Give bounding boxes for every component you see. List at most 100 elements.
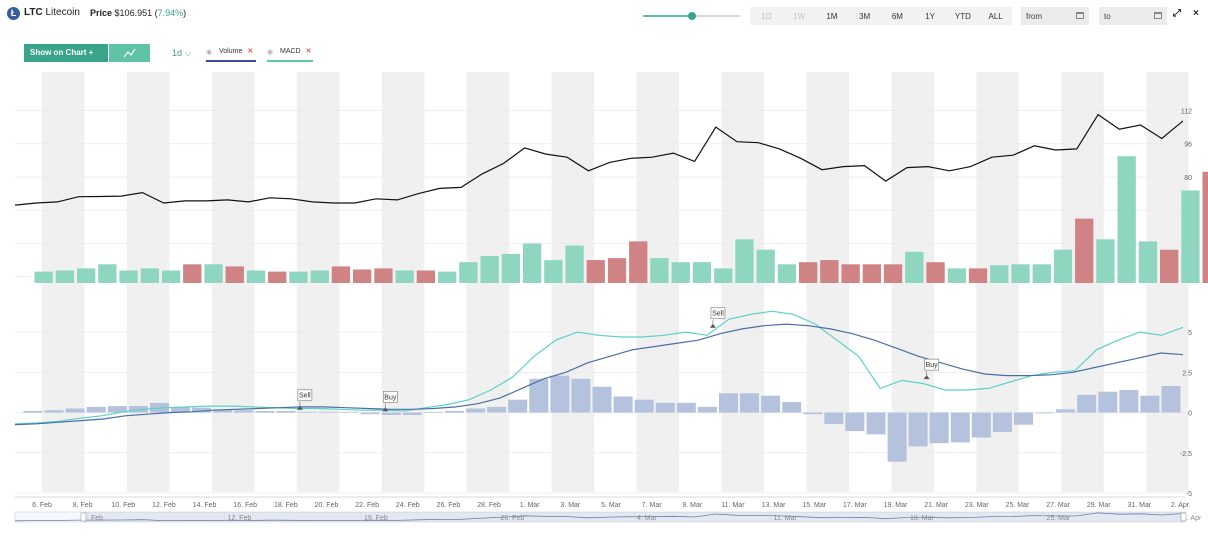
x-axis-label: 24. Feb <box>396 502 420 509</box>
flag-marker-icon <box>382 407 389 412</box>
volume-bar <box>119 270 138 283</box>
volume-bar <box>480 256 499 283</box>
volume-bar <box>586 260 605 283</box>
histogram-bar <box>1077 394 1097 413</box>
volume-bar <box>459 262 478 283</box>
range-button-1d[interactable]: 1D <box>761 11 772 21</box>
price-label: Price <box>90 8 113 18</box>
x-axis-label: 26. Feb <box>437 502 461 509</box>
price-display: Price $106.951 (7.94%) <box>90 8 187 18</box>
remove-indicator-icon[interactable]: ✕ <box>247 48 254 55</box>
x-axis-label: 31. Mar <box>1127 502 1151 509</box>
x-axis-label: 22. Feb <box>355 502 379 509</box>
volume-bar <box>140 268 159 283</box>
navigator-label: 4. Mar <box>637 515 658 522</box>
fullscreen-icon[interactable]: ⤢ <box>1173 8 1181 19</box>
volume-bar <box>565 245 584 283</box>
flag-box <box>382 390 398 403</box>
histogram-bar <box>550 375 570 413</box>
price-axis-label: 80 <box>1184 175 1192 182</box>
histogram-bar <box>1098 391 1118 413</box>
histogram-bar <box>866 412 886 435</box>
volume-bar <box>225 266 244 283</box>
volume-bar <box>862 264 881 283</box>
x-axis-label: 7. Mar <box>642 502 663 509</box>
eye-icon[interactable]: ◉ <box>267 49 274 56</box>
volume-bar <box>799 262 818 283</box>
range-button-1w[interactable]: 1W <box>793 11 806 21</box>
histogram-bar <box>213 409 233 413</box>
zoom-slider-fill <box>643 15 692 17</box>
x-axis-label: 17. Mar <box>843 502 867 509</box>
histogram-bar <box>845 412 865 432</box>
histogram-bar <box>1014 412 1033 425</box>
histogram-bar <box>86 406 106 413</box>
price-change: 7.94% <box>157 8 184 18</box>
volume-bar <box>1138 241 1158 283</box>
navigator-handle-right <box>1180 512 1187 522</box>
volume-bar <box>905 251 924 283</box>
indicator-tag-volume[interactable]: ◉ Volume ✕ <box>206 47 256 62</box>
volume-bar <box>268 271 287 283</box>
navigator-handle-left <box>80 512 87 522</box>
zoom-slider[interactable] <box>643 12 740 20</box>
histogram-bar <box>445 411 464 413</box>
calendar-icon[interactable] <box>1076 12 1084 19</box>
flag-box <box>297 389 313 402</box>
range-button-3m[interactable]: 3M <box>859 11 871 21</box>
zoom-slider-handle[interactable] <box>687 12 696 20</box>
x-axis-label: 28. Feb <box>477 502 501 509</box>
x-axis-label: 25. Mar <box>1006 502 1030 509</box>
flag-marker-icon <box>709 323 716 328</box>
calendar-icon[interactable] <box>1154 12 1162 19</box>
x-axis-label: 11. Mar <box>721 502 745 509</box>
price-axis-label: 96 <box>1184 142 1192 149</box>
range-button-ytd[interactable]: YTD <box>954 11 971 21</box>
histogram-bar <box>1119 390 1139 413</box>
indicator-label: MACD <box>280 48 301 55</box>
histogram-bar <box>803 412 823 415</box>
macd-axis-label: -2.5 <box>1180 451 1192 458</box>
volume-bar <box>331 266 351 283</box>
volume-bar <box>522 243 542 283</box>
to-date-input[interactable]: to <box>1099 7 1167 25</box>
volume-bar <box>161 270 181 283</box>
show-on-chart-button[interactable]: Show on Chart + <box>24 44 108 62</box>
volume-bar <box>883 264 903 283</box>
eye-icon[interactable]: ◉ <box>206 49 213 56</box>
volume-bar <box>1075 218 1094 283</box>
range-button-6m[interactable]: 6M <box>891 11 903 21</box>
histogram-bar <box>950 412 970 443</box>
volume-bar <box>416 270 435 283</box>
navigator-label: 19. Feb <box>364 515 388 522</box>
navigator-label: 11. Mar <box>774 515 798 522</box>
interval-selector[interactable]: 1d ⌵ <box>172 48 191 59</box>
litecoin-logo-icon: Ł <box>7 7 20 20</box>
range-button-1y[interactable]: 1Y <box>925 11 936 21</box>
x-axis-label: 16. Feb <box>233 502 257 509</box>
remove-indicator-icon[interactable]: ✕ <box>305 48 312 55</box>
drawing-tools-button[interactable] <box>109 44 150 62</box>
macd-line <box>14 310 1184 425</box>
histogram-bar <box>887 412 907 462</box>
from-date-input[interactable]: from <box>1021 7 1089 25</box>
flag-marker-icon <box>923 375 930 380</box>
range-button-1m[interactable]: 1M <box>826 11 838 21</box>
close-icon[interactable]: × <box>1193 8 1199 19</box>
navigator-label: 25. Mar <box>1047 515 1071 522</box>
volume-bar <box>735 239 754 283</box>
range-button-all[interactable]: ALL <box>988 11 1003 21</box>
histogram-bar <box>592 386 612 413</box>
macd-axis-label: 5 <box>1188 330 1192 337</box>
volume-bar <box>1160 249 1179 283</box>
volume-bar <box>77 268 96 283</box>
x-axis-label: 18. Feb <box>274 502 298 509</box>
histogram-bar <box>1140 395 1160 413</box>
histogram-bar <box>466 408 486 413</box>
indicator-tag-macd[interactable]: ◉ MACD ✕ <box>267 47 313 62</box>
histogram-bar <box>487 406 507 413</box>
interval-label: 1d <box>172 48 183 58</box>
x-axis-label: 20. Feb <box>315 502 339 509</box>
x-axis-label: 2. Apr <box>1171 502 1190 509</box>
